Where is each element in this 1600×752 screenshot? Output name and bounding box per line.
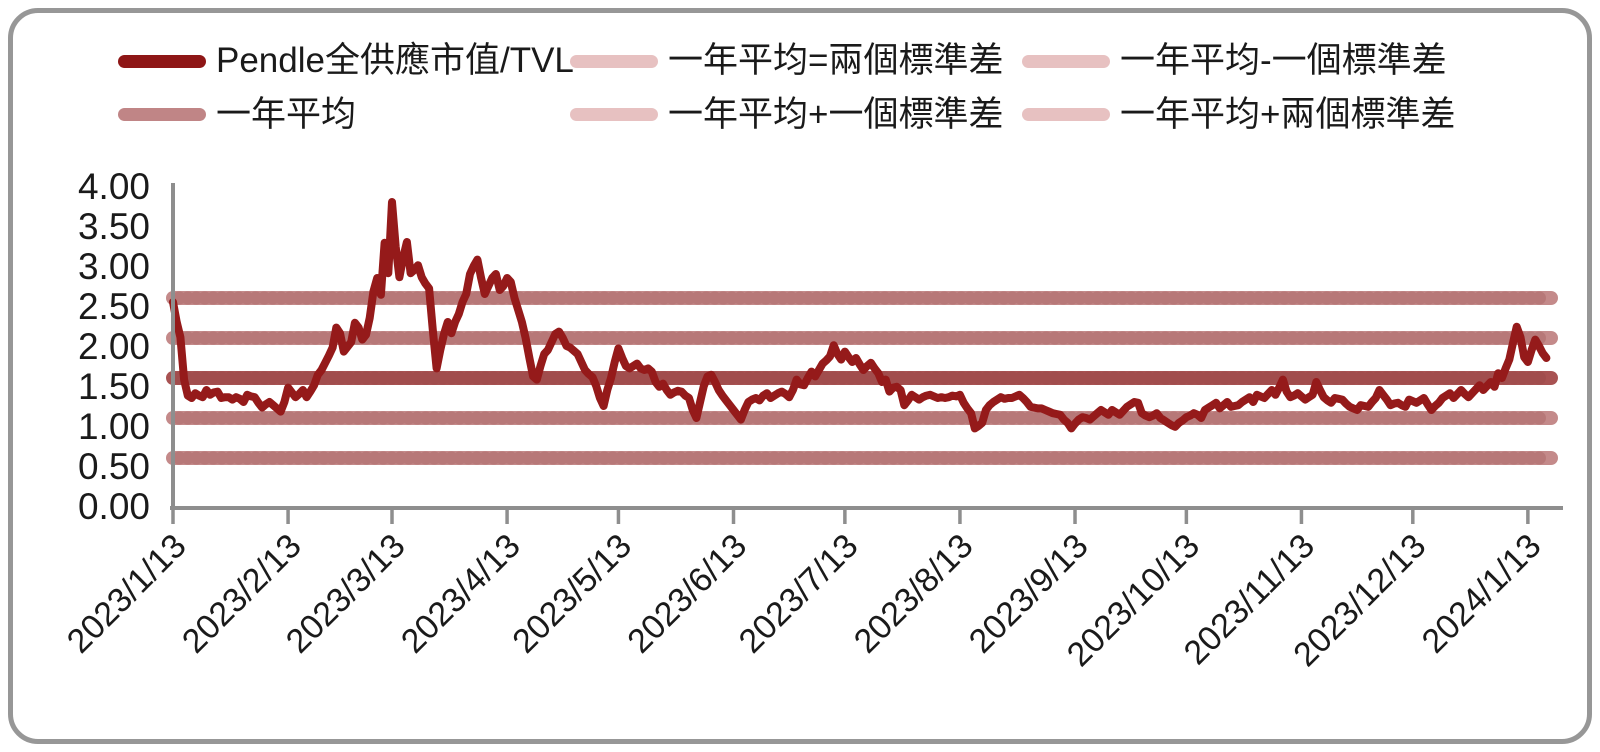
y-axis-label: 2.00 <box>78 326 150 367</box>
y-axis-label: 1.00 <box>78 406 150 447</box>
legend-item-mean-minus-1sd: 一年平均-一個標準差 <box>1022 41 1540 81</box>
legend-swatch-mean-minus-2sd <box>570 54 658 68</box>
legend-swatch-mean-minus-1sd <box>1022 54 1110 68</box>
x-axis-label: 2023/1/13 <box>60 527 194 661</box>
chart-legend: Pendle全供應市值/TVL 一年平均=兩個標準差 一年平均-一個標準差 一年… <box>118 41 1540 135</box>
y-axis-label: 0.50 <box>78 446 150 487</box>
y-axis-tick-labels: 0.000.501.001.502.002.503.003.504.00 <box>78 166 150 527</box>
y-axis-label: 3.50 <box>78 206 150 247</box>
y-axis-label: 3.00 <box>78 246 150 287</box>
legend-label: 一年平均-一個標準差 <box>1120 41 1447 80</box>
x-axis-label: 2023/7/13 <box>732 527 866 661</box>
legend-label: Pendle全供應市值/TVL <box>216 41 574 80</box>
x-axis-label: 2023/5/13 <box>505 527 639 661</box>
legend-item-mean-plus-1sd: 一年平均+一個標準差 <box>570 94 1022 135</box>
legend-swatch-pendle-line <box>118 54 206 68</box>
legend-label: 一年平均=兩個標準差 <box>668 41 1004 80</box>
std-dev-band-lines <box>166 291 1558 465</box>
legend-label: 一年平均 <box>216 94 357 134</box>
x-axis-label: 2023/8/13 <box>847 527 981 661</box>
y-axis-label: 2.50 <box>78 286 150 327</box>
pendle-mcap-tvl-line <box>169 198 1551 433</box>
x-axis-label: 2023/4/13 <box>394 527 528 661</box>
x-axis-tick-labels: 2023/1/132023/2/132023/3/132023/4/132023… <box>60 527 1549 674</box>
legend-swatch-one-year-mean <box>118 108 206 122</box>
legend-item-pendle-mcap-tvl: Pendle全供應市值/TVL <box>118 41 574 81</box>
x-axis-label: 2024/1/13 <box>1415 527 1549 661</box>
series-polyline <box>169 198 1551 433</box>
legend-swatch-mean-plus-1sd <box>570 108 658 122</box>
legend-label: 一年平均+兩個標準差 <box>1120 94 1456 134</box>
y-axis-label: 0.00 <box>78 486 150 527</box>
legend-item-one-year-mean: 一年平均 <box>118 94 570 135</box>
legend-item-mean-minus-2sd: 一年平均=兩個標準差 <box>570 41 1022 81</box>
legend-label: 一年平均+一個標準差 <box>668 94 1004 134</box>
axes <box>170 183 1563 524</box>
legend-swatch-mean-plus-2sd <box>1022 108 1110 122</box>
legend-item-mean-plus-2sd: 一年平均+兩個標準差 <box>1022 94 1540 135</box>
x-axis-label: 2023/6/13 <box>620 527 754 661</box>
y-axis-label: 4.00 <box>78 166 150 207</box>
y-axis-label: 1.50 <box>78 366 150 407</box>
